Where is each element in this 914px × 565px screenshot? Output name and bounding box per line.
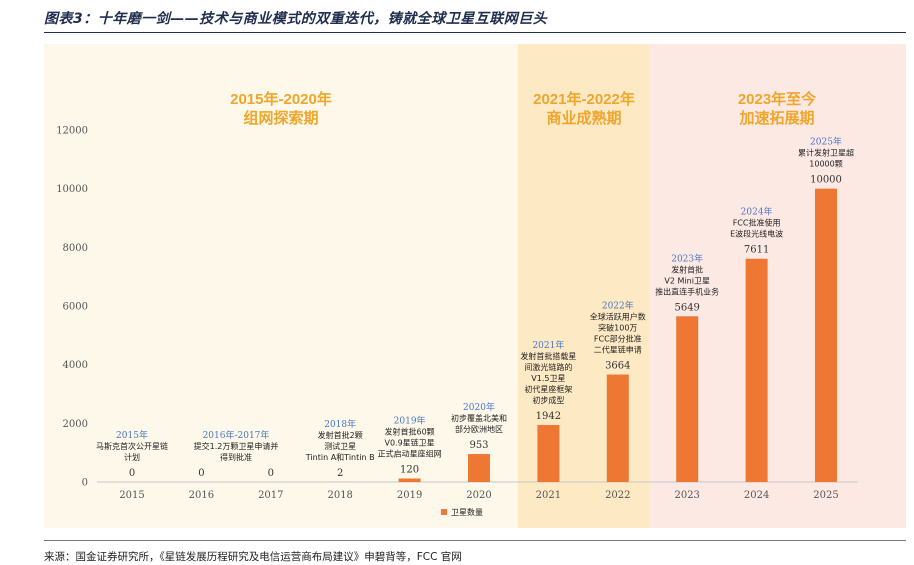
period-band-exploration [44,44,518,528]
value-label-2018: 2 [337,468,343,479]
bar-2025 [815,188,837,482]
annotation-text-2016: 得到批准 [220,452,252,462]
annotation-text-2022: 突破100万 [598,323,637,333]
annotation-year-2015: 2015年 [116,429,148,441]
annotation-text-2025: 10000颗 [809,160,842,169]
x-tick-label-2024: 2024 [744,490,769,501]
annotation-text-2023: 发射首批 [671,264,703,274]
annotation-text-2022: FCC部分批准 [594,334,642,344]
annotation-year-2025: 2025年 [810,136,842,148]
value-label-2023: 5649 [674,302,699,313]
legend-label: 卫星数量 [451,507,483,517]
period-1-title-line1: 2015年-2020年 [230,90,332,108]
y-tick-label: 10000 [56,184,88,195]
value-label-2021: 1942 [536,411,561,422]
annotation-text-2021: 初代星座框架 [524,384,572,394]
annotation-year-2021: 2021年 [532,339,564,351]
period-3-title-line2: 加速拓展期 [738,109,814,127]
annotation-text-2024: FCC批准使用 [733,218,781,228]
x-tick-label-2016: 2016 [189,490,214,501]
value-label-2025: 10000 [810,175,842,186]
annotation-year-2018: 2018年 [324,418,356,430]
annotation-year-2024: 2024年 [741,206,773,218]
x-tick-label-2019: 2019 [397,490,422,501]
value-label-2015: 0 [129,468,135,479]
annotation-text-2022: 全球活跃用户数 [590,312,646,322]
annotation-text-2018: 测试卫星 [324,441,356,451]
x-tick-label-2025: 2025 [813,490,838,501]
annotation-text-2020: 部分欧洲地区 [455,424,503,434]
annotation-text-2024: E波段光线电波 [730,229,783,239]
bar-2020 [468,454,490,482]
period-1-title-line2: 组网探索期 [243,109,318,127]
annotation-text-2019: V0.9星链卫星 [384,437,434,447]
x-tick-label-2022: 2022 [605,490,630,501]
y-tick-label: 0 [82,478,88,489]
value-label-2024: 7611 [744,245,769,256]
figure-title: 图表3：十年磨一剑——技术与商业模式的双重迭代，铸就全球卫星互联网巨头 [44,11,548,27]
annotation-text-2021: 发射首批搭载星 [520,351,576,361]
title-rule [44,32,906,33]
annotation-text-2019: 正式启动星座组网 [378,448,442,458]
bar-2021 [537,425,560,482]
annotation-year-2022: 2022年 [602,300,634,312]
period-3-title-line1: 2023年至今 [738,90,816,108]
annotation-text-2021: 间激光链路的 [524,362,572,372]
source-note: 来源：国金证券研究所，《星链发展历程研究及电信运营商布局建议》申碧背等，FCC … [44,551,462,563]
x-tick-label-2017: 2017 [258,490,283,501]
annotation-year-2020: 2020年 [463,401,495,413]
x-tick-label-2015: 2015 [119,490,144,501]
period-2-title-line2: 商业成熟期 [546,109,621,127]
annotation-text-2018: Tintin A和Tintin B [305,453,375,462]
annotation-text-2021: 初步成型 [532,395,564,405]
value-label-2022: 3664 [605,361,630,372]
value-label-2017: 0 [268,468,274,479]
x-tick-label-2020: 2020 [466,490,491,501]
period-2-title-line1: 2021年-2022年 [533,90,635,108]
legend-swatch [441,509,447,515]
annotation-text-2020: 初步覆盖北美和 [451,413,507,423]
annotation-text-2025: 累计发射卫星超 [798,148,854,158]
value-label-2020: 953 [469,440,488,451]
annotation-text-2015: 马斯克首次公开星链 [96,441,168,451]
annotation-year-2023: 2023年 [671,252,703,264]
annotation-year-2016: 2016年-2017年 [203,429,270,441]
y-tick-label: 8000 [63,243,88,254]
bar-2024 [745,258,768,482]
value-label-2019: 120 [400,464,419,475]
x-tick-label-2023: 2023 [674,490,699,501]
annotation-text-2015: 计划 [124,452,140,462]
y-tick-label: 12000 [56,126,88,137]
source-rule [44,540,906,541]
annotation-text-2016: 提交1.2万颗卫星申请并 [194,441,279,451]
x-tick-label-2018: 2018 [327,490,352,501]
bar-2019 [398,478,421,482]
bar-2023 [676,316,699,482]
annotation-text-2021: V1.5卫星 [531,374,565,383]
y-tick-label: 2000 [63,419,88,430]
annotation-text-2023: V2 Mini卫星 [664,276,710,285]
y-tick-label: 4000 [63,360,88,371]
annotation-text-2023: 推出直连手机业务 [655,286,719,296]
annotation-year-2019: 2019年 [394,414,426,426]
annotation-text-2019: 发射首批60颗 [385,426,435,436]
bar-2022 [606,374,629,482]
annotation-text-2018: 发射首批2颗 [318,430,363,440]
value-label-2016: 0 [198,468,204,479]
y-tick-label: 6000 [63,302,88,313]
annotation-text-2022: 二代星链申请 [594,345,642,355]
x-tick-label-2021: 2021 [536,490,561,501]
